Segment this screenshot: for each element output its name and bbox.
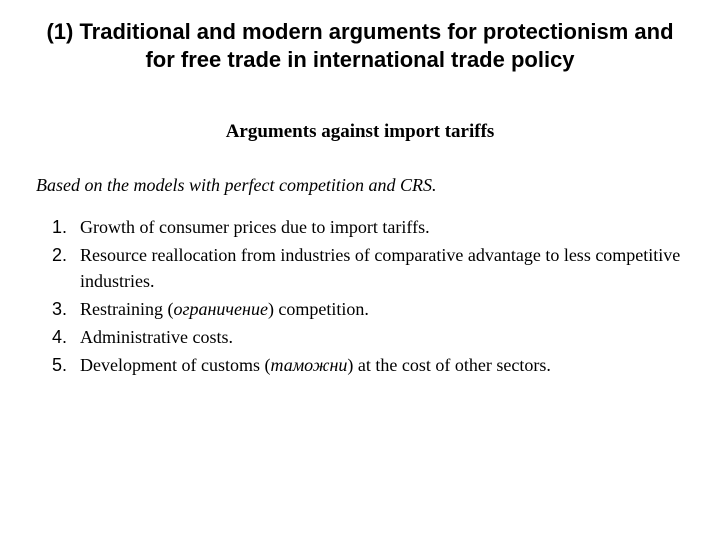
arguments-list: Growth of consumer prices due to import … (36, 214, 684, 379)
list-item: Development of customs (таможни) at the … (72, 352, 684, 378)
list-item: Restraining (ограничение) competition. (72, 296, 684, 322)
list-item: Growth of consumer prices due to import … (72, 214, 684, 240)
list-item-text: ) at the cost of other sectors. (347, 355, 550, 375)
slide: (1) Traditional and modern arguments for… (0, 0, 720, 540)
list-item-text: ) competition. (268, 299, 369, 319)
list-item-text: Restraining ( (80, 299, 173, 319)
list-item-text-italic: таможни (270, 355, 347, 375)
list-item-text: Growth of consumer prices due to import … (80, 217, 430, 237)
list-item-text-italic: ограничение (173, 299, 267, 319)
slide-subtitle: Arguments against import tariffs (36, 121, 684, 143)
intro-text: Based on the models with perfect competi… (36, 175, 684, 196)
list-item-text: Development of customs ( (80, 355, 270, 375)
list-item-text: Administrative costs. (80, 327, 233, 347)
slide-title: (1) Traditional and modern arguments for… (36, 18, 684, 73)
list-item: Resource reallocation from industries of… (72, 242, 684, 294)
list-item-text: Resource reallocation from industries of… (80, 245, 680, 291)
list-item: Administrative costs. (72, 324, 684, 350)
